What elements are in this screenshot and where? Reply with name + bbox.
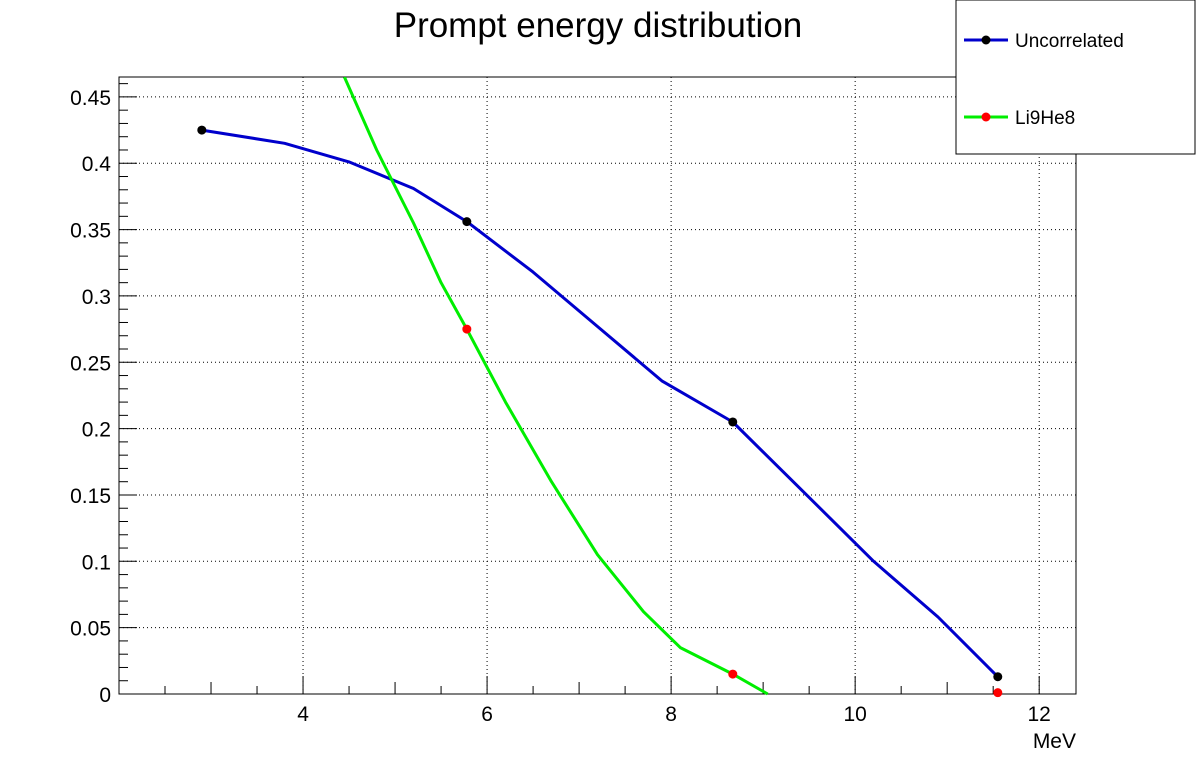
data-point (728, 669, 738, 679)
y-tick-label: 0.35 (70, 220, 111, 243)
series-line (201, 128, 999, 678)
series-layer (197, 77, 1003, 698)
y-tick-label: 0 (99, 684, 111, 707)
legend-label: Uncorrelated (1015, 31, 1124, 52)
plot-frame (118, 76, 1077, 695)
grid-layer (119, 77, 1076, 694)
legend-box (955, 0, 1196, 155)
y-tick-label: 0.1 (82, 551, 111, 574)
y-tick-label: 0.25 (70, 352, 111, 375)
x-tick-label: 10 (843, 703, 866, 726)
series-0 (197, 125, 1003, 682)
legend-label: Li9He8 (1015, 108, 1075, 129)
chart-title: Prompt energy distribution (394, 6, 803, 45)
y-tick-label: 0.3 (82, 286, 111, 309)
x-tick-label: 8 (665, 703, 677, 726)
y-tick-label: 0.2 (82, 419, 111, 442)
x-axis-title: MeV (1033, 730, 1076, 753)
y-tick-label: 0.4 (82, 153, 112, 176)
legend: Uncorrelated Li9He8 (955, 0, 1196, 155)
data-point (993, 688, 1003, 698)
ticks-layer: 4 6 8 10 12 0 0.05 0.1 0.15 0.2 0.25 0.3 0.35 0.4 0.45 (70, 83, 1051, 726)
data-point (197, 125, 207, 135)
data-point (462, 217, 472, 227)
data-point (728, 417, 738, 427)
y-tick-label: 0.05 (70, 618, 111, 641)
legend-marker (981, 112, 991, 122)
series-line (343, 77, 769, 696)
y-tick-label: 0.15 (70, 485, 111, 508)
x-tick-label: 4 (297, 703, 309, 726)
legend-marker (981, 35, 991, 45)
series-1 (343, 77, 1003, 698)
data-point (993, 672, 1003, 682)
y-tick-label: 0.45 (70, 87, 111, 110)
x-tick-label: 6 (481, 703, 493, 726)
x-tick-label: 12 (1028, 703, 1051, 726)
data-point (462, 324, 472, 334)
